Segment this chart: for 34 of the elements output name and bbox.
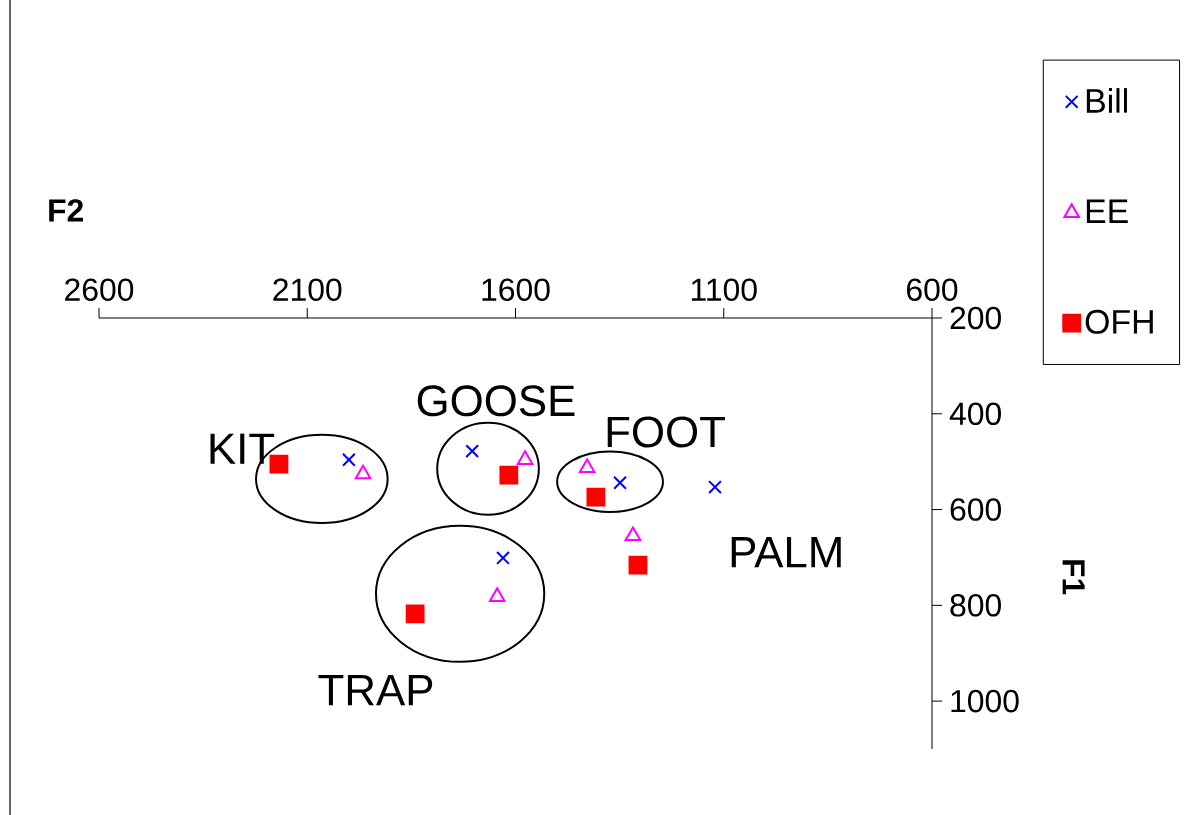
legend-label: EE (1086, 199, 1128, 223)
point (405, 604, 425, 624)
point (578, 458, 596, 474)
point (516, 450, 534, 465)
x-tick-label: 600 (907, 278, 958, 301)
point (624, 526, 642, 542)
point (465, 444, 480, 459)
x-tick-label: 2100 (273, 278, 342, 301)
y-tick-label: 1000 (951, 689, 1019, 713)
point (586, 487, 606, 507)
x-axis-title: F2 (49, 199, 83, 222)
legend-label: OFH (1085, 309, 1153, 334)
point (628, 555, 648, 575)
point (488, 587, 506, 602)
x-tick-label: 2600 (65, 278, 134, 301)
x-tick-label: 1600 (482, 278, 550, 301)
legend-label: Bill (1086, 88, 1127, 113)
point (613, 475, 627, 490)
x-tick-label: 1100 (691, 278, 757, 301)
y-tick-label: 800 (950, 594, 1001, 617)
point (496, 550, 510, 565)
point (708, 480, 722, 494)
point (341, 452, 356, 467)
annotation: TRAP (318, 675, 433, 706)
annotation: FOOT (607, 416, 725, 448)
point (499, 465, 519, 485)
annotation: GOOSE (417, 385, 575, 417)
y-axis-title: F1 (1062, 560, 1085, 595)
point (354, 464, 372, 480)
y-tick-label: 200 (950, 306, 1001, 330)
y-tick-label: 600 (950, 498, 1001, 521)
annotation: PALM (731, 537, 841, 568)
y-tick-label: 400 (949, 402, 1001, 426)
annotation: KIT (210, 433, 275, 464)
